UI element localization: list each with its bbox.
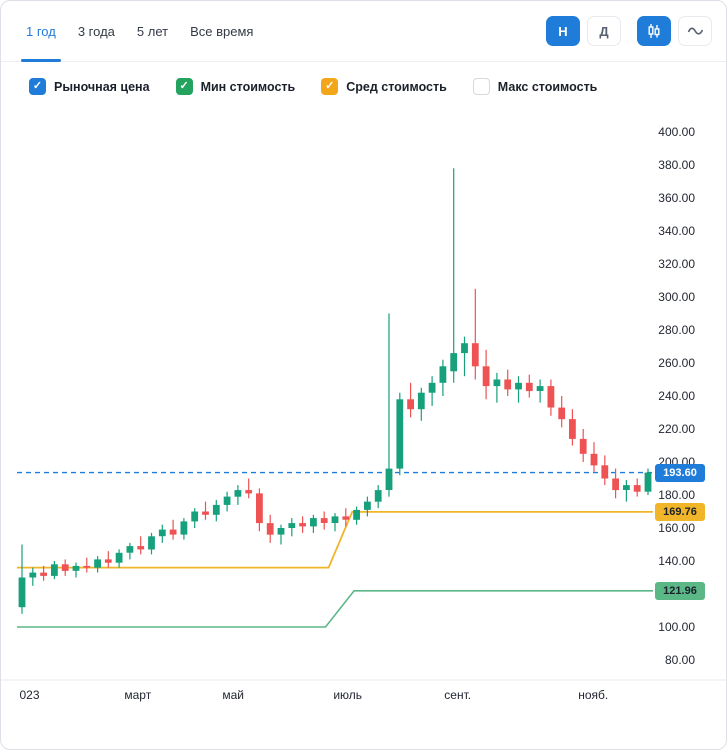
tab-1-year[interactable]: 1 год bbox=[15, 1, 67, 62]
svg-text:400.00: 400.00 bbox=[658, 125, 695, 139]
svg-text:380.00: 380.00 bbox=[658, 158, 695, 172]
line-view-button[interactable] bbox=[678, 16, 712, 46]
tab-5-years[interactable]: 5 лет bbox=[126, 1, 179, 61]
tab-1-year-label: 1 год bbox=[26, 23, 56, 39]
svg-text:100.00: 100.00 bbox=[658, 620, 695, 634]
legend-max-value[interactable]: Макс стоимость bbox=[472, 78, 598, 95]
legend-avg-value-label: Сред стоимость bbox=[346, 79, 447, 94]
legend-avg-value[interactable]: ✓ Сред стоимость bbox=[321, 78, 447, 95]
svg-text:май: май bbox=[222, 688, 244, 702]
legend-min-value-label: Мин стоимость bbox=[200, 79, 296, 94]
svg-text:160.00: 160.00 bbox=[658, 521, 695, 535]
svg-text:360.00: 360.00 bbox=[658, 191, 695, 205]
svg-text:320.00: 320.00 bbox=[658, 257, 695, 271]
svg-text:140.00: 140.00 bbox=[658, 554, 695, 568]
legend-market-price-label: Рыночная цена bbox=[54, 79, 150, 94]
price-candlestick-chart[interactable]: 400.00 380.00 360.00 340.00 320.00 300.00 280.… bbox=[1, 107, 727, 727]
chart-controls: Н Д bbox=[546, 16, 712, 46]
chart-area: 400.00 380.00 360.00 340.00 320.00 300.00 280.… bbox=[1, 107, 726, 727]
line-chart-icon bbox=[687, 23, 704, 39]
tab-3-years[interactable]: 3 года bbox=[67, 1, 126, 61]
tab-all-time-label: Все время bbox=[190, 23, 254, 39]
avg-value-checkbox[interactable]: ✓ bbox=[321, 78, 339, 95]
svg-text:340.00: 340.00 bbox=[658, 224, 695, 238]
tab-all-time[interactable]: Все время bbox=[179, 1, 264, 61]
svg-text:сент.: сент. bbox=[444, 688, 471, 702]
legend-market-price[interactable]: ✓ Рыночная цена bbox=[29, 78, 150, 95]
legend-max-value-label: Макс стоимость bbox=[497, 79, 598, 94]
svg-text:240.00: 240.00 bbox=[658, 389, 695, 403]
svg-text:нояб.: нояб. bbox=[578, 688, 608, 702]
min-value-checkbox[interactable]: ✓ bbox=[175, 78, 193, 95]
svg-text:280.00: 280.00 bbox=[658, 323, 695, 337]
series-legend: ✓ Рыночная цена ✓ Мин стоимость ✓ Сред с… bbox=[1, 62, 726, 99]
current-price-badge: 193.60 bbox=[655, 464, 705, 482]
svg-text:260.00: 260.00 bbox=[658, 356, 695, 370]
tab-3-years-label: 3 года bbox=[77, 23, 115, 39]
interval-week-button[interactable]: Н bbox=[546, 16, 580, 46]
svg-text:180.00: 180.00 bbox=[658, 488, 695, 502]
svg-text:220.00: 220.00 bbox=[658, 422, 695, 436]
market-price-checkbox[interactable]: ✓ bbox=[29, 78, 46, 95]
svg-text:80.00: 80.00 bbox=[665, 653, 695, 667]
max-value-checkbox[interactable] bbox=[472, 78, 490, 95]
avg-value-badge: 169.76 bbox=[655, 503, 705, 521]
chart-toolbar: 1 год 3 года 5 лет Все время Н Д bbox=[1, 1, 726, 62]
tab-5-years-label: 5 лет bbox=[136, 23, 169, 39]
time-range-tabs: 1 год 3 года 5 лет Все время bbox=[15, 1, 264, 62]
interval-day-button[interactable]: Д bbox=[587, 16, 621, 46]
svg-text:март: март bbox=[124, 688, 151, 702]
svg-text:июль: июль bbox=[333, 688, 362, 702]
candlestick-view-button[interactable] bbox=[637, 16, 671, 46]
svg-text:023: 023 bbox=[20, 688, 40, 702]
svg-text:300.00: 300.00 bbox=[658, 290, 695, 304]
min-value-badge: 121.96 bbox=[655, 582, 705, 600]
legend-min-value[interactable]: ✓ Мин стоимость bbox=[175, 78, 296, 95]
candlestick-icon bbox=[646, 23, 662, 39]
